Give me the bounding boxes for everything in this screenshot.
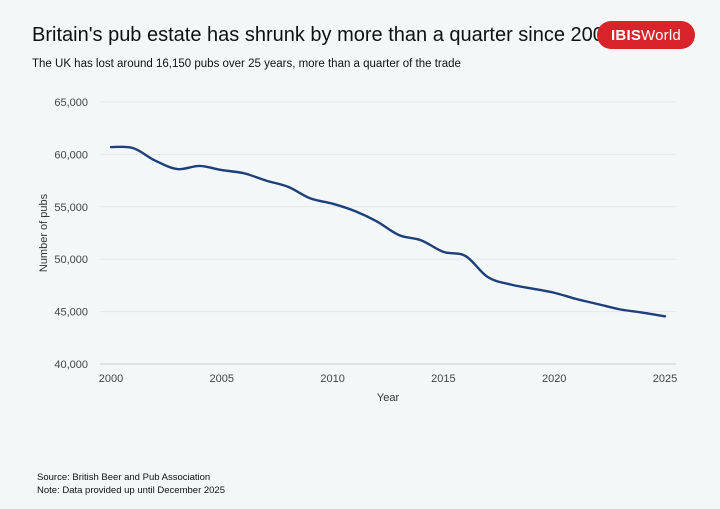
- ibisworld-logo[interactable]: IBIS World: [597, 21, 695, 49]
- grid-lines: [100, 101, 676, 313]
- y-axis-ticks: 40,000 45,000 50,000 55,000 60,000 65,000: [54, 97, 88, 371]
- x-tick-label: 2000: [99, 373, 123, 385]
- x-axis-label: Year: [377, 392, 400, 404]
- chart-title: Britain's pub estate has shrunk by more …: [32, 24, 616, 46]
- x-tick-label: 2010: [320, 373, 344, 385]
- y-axis-label: Number of pubs: [38, 193, 50, 272]
- y-tick-label: 60,000: [54, 149, 88, 161]
- x-tick-label: 2020: [542, 373, 566, 385]
- x-axis-ticks: 2000 2005 2010 2015 2020 2025: [99, 373, 677, 385]
- chart-subtitle: The UK has lost around 16,150 pubs over …: [32, 58, 461, 70]
- logo-text-ibis: IBIS: [611, 26, 642, 44]
- x-tick-label: 2005: [210, 373, 234, 385]
- x-tick-label: 2025: [653, 373, 677, 385]
- y-tick-label: 40,000: [54, 359, 88, 371]
- y-tick-label: 55,000: [54, 202, 88, 214]
- series-layer: [109, 145, 667, 318]
- logo-text-world: World: [641, 26, 681, 44]
- y-tick-label: 65,000: [54, 97, 88, 109]
- y-tick-label: 45,000: [54, 307, 88, 319]
- source-note: Source: British Beer and Pub Association: [37, 472, 211, 483]
- series-line: [109, 145, 667, 318]
- y-tick-label: 50,000: [54, 254, 88, 266]
- data-note: Note: Data provided up until December 20…: [37, 485, 226, 496]
- x-tick-label: 2015: [431, 373, 455, 385]
- chart-footer: Source: British Beer and Pub Association…: [37, 471, 225, 497]
